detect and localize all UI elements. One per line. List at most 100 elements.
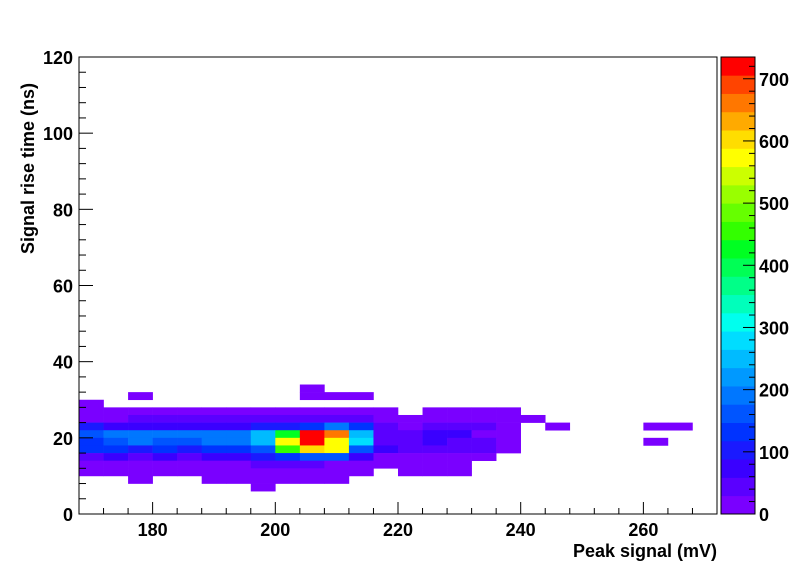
heatmap-cell bbox=[152, 460, 178, 469]
heatmap-cell bbox=[128, 422, 153, 431]
heatmap-cell bbox=[496, 430, 521, 439]
colorbar-segment bbox=[721, 184, 755, 204]
heatmap-cell bbox=[128, 460, 153, 469]
colorbar-tick-label: 200 bbox=[759, 381, 789, 401]
heatmap-cell bbox=[275, 468, 301, 477]
colorbar-tick-label: 500 bbox=[759, 194, 789, 214]
heatmap-cell bbox=[447, 445, 472, 454]
heatmap-cell bbox=[471, 430, 497, 439]
heatmap-cell bbox=[299, 430, 325, 439]
heatmap-cell bbox=[226, 430, 252, 439]
heatmap-cell bbox=[324, 414, 350, 423]
heatmap-cell bbox=[324, 445, 350, 454]
heatmap-cell bbox=[398, 430, 423, 439]
heatmap-cell bbox=[471, 414, 497, 423]
heatmap-cell bbox=[177, 414, 202, 423]
heatmap-cell bbox=[373, 407, 399, 416]
heatmap-cell bbox=[79, 468, 104, 477]
heatmap-cell bbox=[348, 407, 374, 416]
heatmap-cell bbox=[275, 475, 301, 484]
colorbar-tick-label: 0 bbox=[759, 505, 769, 525]
heatmap-cell bbox=[152, 407, 178, 416]
heatmap-cell bbox=[348, 392, 374, 401]
heatmap-cell bbox=[250, 483, 276, 492]
heatmap-cell bbox=[226, 453, 252, 461]
heatmap-cell bbox=[398, 468, 423, 477]
heatmap-cell bbox=[250, 453, 276, 461]
heatmap-cell bbox=[103, 460, 129, 469]
heatmap-cell bbox=[299, 392, 325, 401]
colorbar-segment bbox=[721, 130, 755, 149]
heatmap-cell bbox=[103, 414, 129, 423]
colorbar-segment bbox=[721, 276, 755, 296]
heatmap-cell bbox=[348, 468, 374, 477]
heatmap-cell bbox=[299, 437, 325, 446]
heatmap-cell bbox=[496, 407, 521, 416]
heatmap-cell bbox=[299, 384, 325, 393]
heatmap-cell bbox=[398, 414, 423, 423]
colorbar-segment bbox=[721, 148, 755, 168]
heatmap-cell bbox=[103, 437, 129, 446]
heatmap-cell bbox=[447, 460, 472, 469]
heatmap-cell bbox=[79, 460, 104, 469]
heatmap-cell bbox=[348, 437, 374, 446]
heatmap-cell bbox=[373, 453, 399, 461]
heatmap-cell bbox=[422, 407, 448, 416]
colorbar-segment bbox=[721, 239, 755, 259]
heatmap-cell bbox=[152, 430, 178, 439]
heatmap-cell bbox=[226, 445, 252, 454]
heatmap-cell bbox=[250, 414, 276, 423]
heatmap-cell bbox=[324, 468, 350, 477]
x-tick-label: 240 bbox=[506, 520, 536, 540]
heatmap-cell bbox=[177, 468, 202, 477]
heatmap-cell bbox=[348, 453, 374, 461]
heatmap-cell bbox=[348, 445, 374, 454]
colorbar-segment bbox=[721, 477, 755, 497]
heatmap-cell bbox=[275, 445, 301, 454]
heatmap-cell bbox=[348, 430, 374, 439]
colorbar-tick-label: 700 bbox=[759, 70, 789, 90]
colorbar-segment bbox=[721, 440, 755, 460]
heatmap-cell bbox=[128, 437, 153, 446]
heatmap-cell bbox=[471, 445, 497, 454]
heatmap-cell bbox=[373, 437, 399, 446]
heatmap-cell bbox=[177, 453, 202, 461]
heatmap-cell bbox=[128, 445, 153, 454]
colorbar-segment bbox=[721, 386, 755, 405]
heatmap-cell bbox=[226, 422, 252, 431]
colorbar-segment bbox=[721, 404, 755, 423]
heatmap-cell bbox=[128, 475, 153, 484]
heatmap-cell bbox=[128, 468, 153, 477]
heatmap-cell bbox=[201, 430, 227, 439]
heatmap-cell bbox=[447, 414, 472, 423]
heatmap-cell bbox=[447, 422, 472, 431]
heatmap-cell bbox=[226, 414, 252, 423]
heatmap-cell bbox=[275, 453, 301, 461]
colorbar-segment bbox=[721, 331, 755, 350]
heatmap-cell bbox=[299, 460, 325, 469]
colorbar: 0 100 200 300 400 500 600 700 bbox=[720, 56, 789, 525]
heatmap-cell bbox=[373, 460, 399, 469]
heatmap-cell bbox=[398, 445, 423, 454]
heatmap-cell bbox=[250, 468, 276, 477]
heatmap-cell bbox=[275, 430, 301, 439]
heatmap-cell bbox=[324, 392, 350, 401]
heatmap-cell bbox=[275, 422, 301, 431]
heatmap-cell bbox=[398, 422, 423, 431]
y-axis-title: Signal rise time (ns) bbox=[18, 83, 38, 254]
heatmap-cell bbox=[667, 422, 693, 431]
heatmap-cells bbox=[79, 384, 693, 492]
heatmap-cell bbox=[79, 414, 104, 423]
heatmap-cell bbox=[103, 468, 129, 477]
colorbar-segment bbox=[721, 93, 755, 113]
heatmap-cell bbox=[447, 453, 472, 461]
y-tick-label: 100 bbox=[43, 124, 73, 144]
heatmap-cell bbox=[447, 407, 472, 416]
heatmap-cell bbox=[422, 414, 448, 423]
heatmap-cell bbox=[373, 430, 399, 439]
heatmap-cell bbox=[250, 437, 276, 446]
heatmap-cell bbox=[250, 445, 276, 454]
heatmap-cell bbox=[496, 422, 521, 431]
heatmap-cell bbox=[201, 422, 227, 431]
